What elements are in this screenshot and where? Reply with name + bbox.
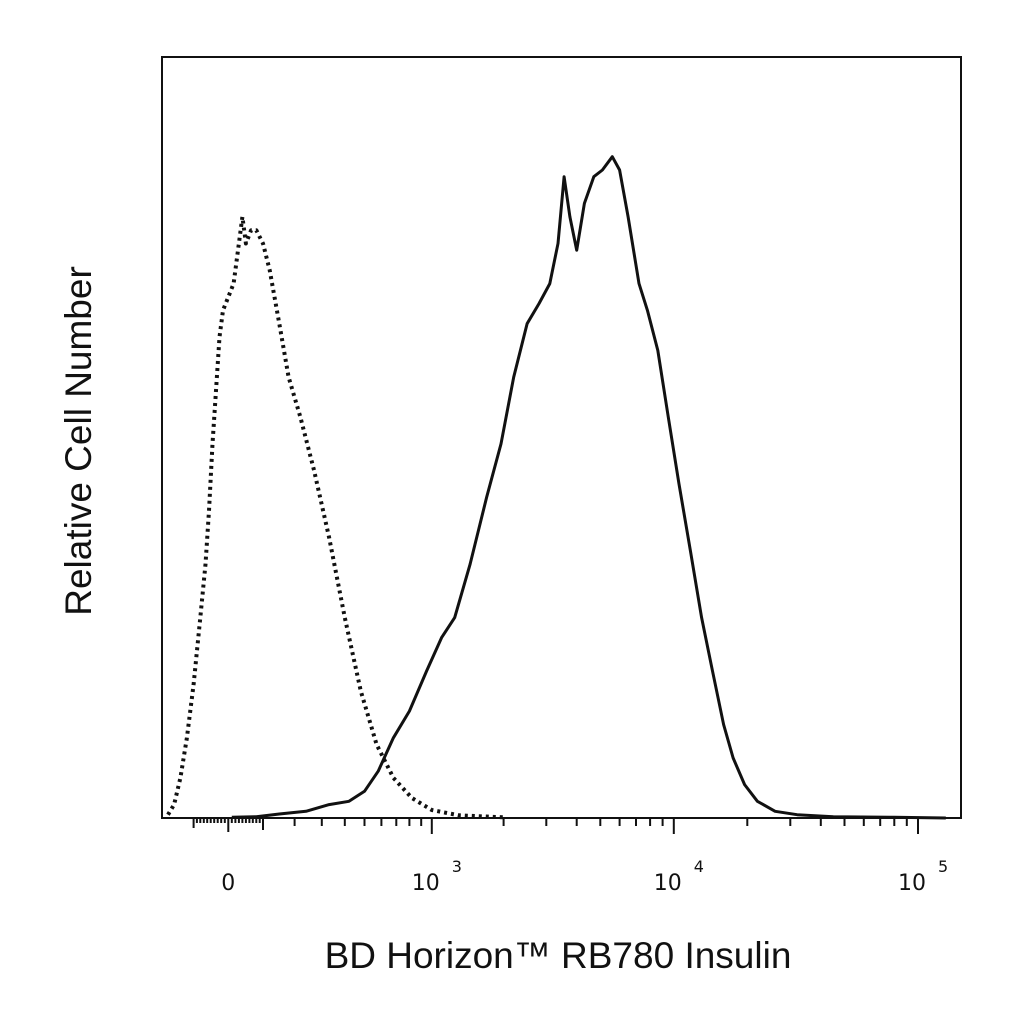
y-axis-label: Relative Cell Number [58,266,99,616]
insulin-histogram-line [231,155,946,820]
x-tick-label: 10 [412,871,440,896]
series-layer [166,155,946,820]
x-tick-label-exponent: 5 [938,857,948,876]
x-tick-label: 10 [654,871,682,896]
x-tick-label: 10 [898,871,926,896]
x-axis-tick-labels: 0 10 3 10 4 10 5 [221,857,948,896]
x-tick-label-exponent: 3 [452,857,462,876]
x-axis-label: BD Horizon™ RB780 Insulin [325,935,792,976]
x-tick-label-exponent: 4 [694,857,704,876]
x-axis-ticks [192,818,919,834]
control-histogram-line [166,214,504,820]
plot-frame [161,56,962,819]
x-tick-label: 0 [221,871,235,896]
